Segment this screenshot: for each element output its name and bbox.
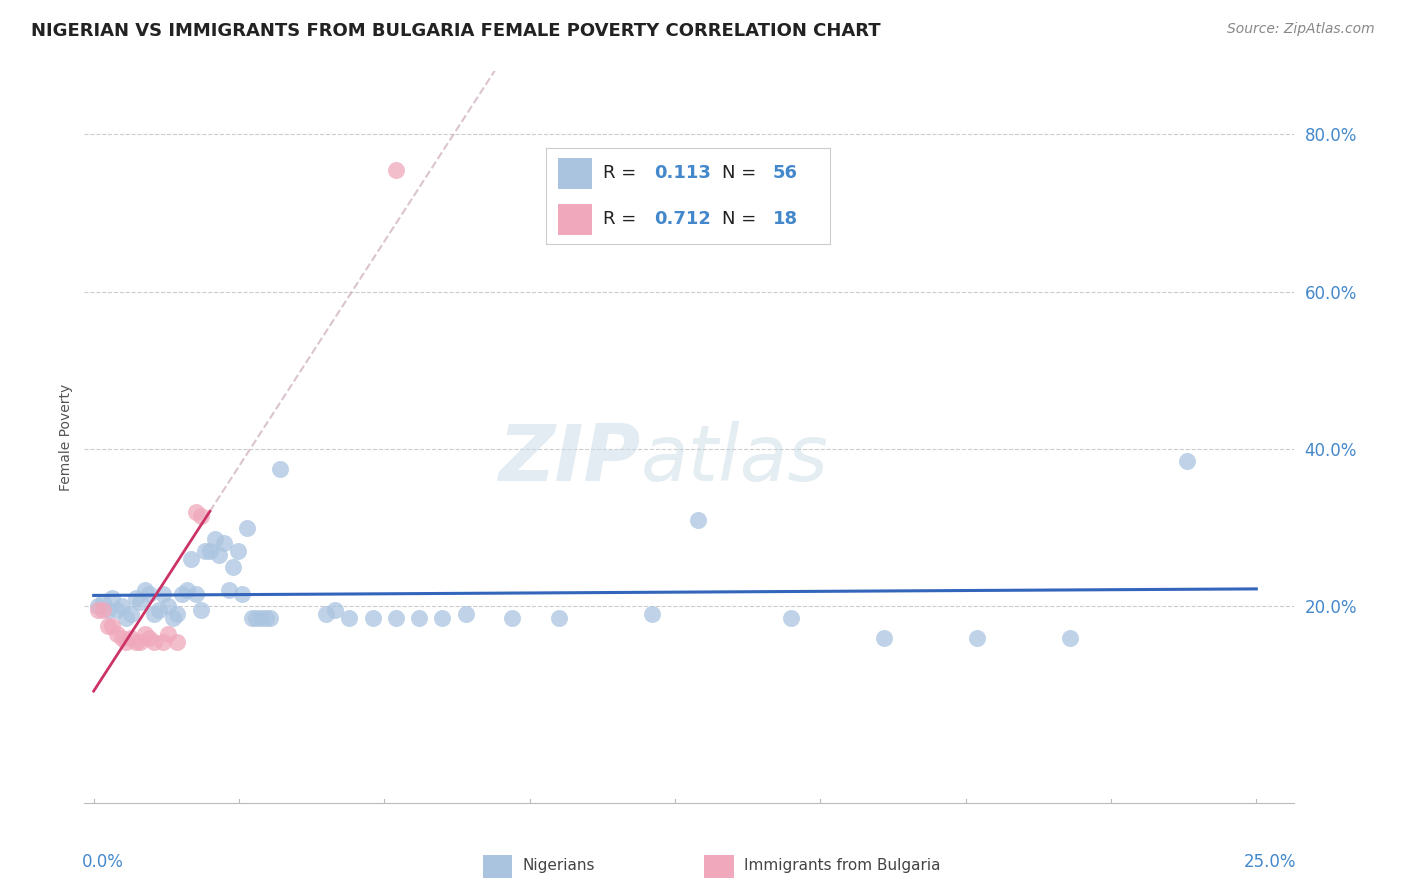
Point xyxy=(143,607,166,621)
Text: NIGERIAN VS IMMIGRANTS FROM BULGARIA FEMALE POVERTY CORRELATION CHART: NIGERIAN VS IMMIGRANTS FROM BULGARIA FEM… xyxy=(31,22,880,40)
Point xyxy=(134,583,156,598)
Text: atlas: atlas xyxy=(641,421,828,497)
Point xyxy=(226,544,249,558)
Point xyxy=(152,634,174,648)
Y-axis label: Female Poverty: Female Poverty xyxy=(59,384,73,491)
Point xyxy=(269,461,291,475)
Point xyxy=(408,611,430,625)
Point xyxy=(688,513,710,527)
Point xyxy=(97,603,120,617)
Point xyxy=(184,587,207,601)
Text: R =: R = xyxy=(603,211,643,228)
Point xyxy=(240,611,263,625)
Point xyxy=(873,631,896,645)
Point xyxy=(166,634,188,648)
Point xyxy=(110,631,132,645)
Point xyxy=(339,611,361,625)
Point xyxy=(162,611,184,625)
Point xyxy=(190,603,212,617)
Point xyxy=(129,634,152,648)
Point xyxy=(454,607,477,621)
Text: 25.0%: 25.0% xyxy=(1243,853,1296,871)
Text: N =: N = xyxy=(721,211,762,228)
Bar xyxy=(558,158,592,188)
Point xyxy=(138,631,160,645)
Point xyxy=(432,611,454,625)
Point xyxy=(97,619,120,633)
Point xyxy=(547,611,569,625)
Text: Nigerians: Nigerians xyxy=(523,858,595,872)
Point xyxy=(124,634,146,648)
Point xyxy=(231,587,253,601)
Bar xyxy=(704,855,734,878)
Text: 18: 18 xyxy=(773,211,799,228)
Text: 0.113: 0.113 xyxy=(654,164,711,182)
Point xyxy=(208,548,231,562)
Point xyxy=(120,631,142,645)
Point xyxy=(129,595,152,609)
Point xyxy=(204,533,226,547)
Point xyxy=(91,595,114,609)
Text: R =: R = xyxy=(603,164,643,182)
Text: 0.712: 0.712 xyxy=(654,211,711,228)
Bar xyxy=(484,855,512,878)
Text: Source: ZipAtlas.com: Source: ZipAtlas.com xyxy=(1227,22,1375,37)
Point xyxy=(1059,631,1081,645)
Point xyxy=(325,603,347,617)
Point xyxy=(87,603,110,617)
Point xyxy=(780,611,803,625)
Point xyxy=(245,611,267,625)
Point xyxy=(198,544,221,558)
Point xyxy=(1175,453,1198,467)
Point xyxy=(218,583,240,598)
Point xyxy=(190,508,212,523)
Point xyxy=(120,607,142,621)
Point xyxy=(143,634,166,648)
Point xyxy=(315,607,337,621)
Point xyxy=(152,587,174,601)
Point xyxy=(184,505,207,519)
Text: N =: N = xyxy=(721,164,762,182)
Point xyxy=(250,611,273,625)
Point xyxy=(148,603,170,617)
Text: ZIP: ZIP xyxy=(498,421,641,497)
Point xyxy=(385,611,408,625)
Point xyxy=(259,611,281,625)
Bar xyxy=(558,204,592,235)
Point xyxy=(115,611,138,625)
Point xyxy=(212,536,235,550)
Point xyxy=(138,587,160,601)
Point xyxy=(157,626,180,640)
Point xyxy=(166,607,188,621)
Point xyxy=(254,611,277,625)
Point xyxy=(170,587,193,601)
Point xyxy=(385,162,408,177)
Point xyxy=(134,626,156,640)
Point xyxy=(966,631,988,645)
Point xyxy=(236,520,259,534)
Text: Immigrants from Bulgaria: Immigrants from Bulgaria xyxy=(744,858,941,872)
Point xyxy=(180,552,202,566)
Point xyxy=(641,607,664,621)
Text: 0.0%: 0.0% xyxy=(82,853,124,871)
Text: 56: 56 xyxy=(773,164,797,182)
Point xyxy=(105,603,128,617)
Point xyxy=(176,583,198,598)
Point xyxy=(91,603,114,617)
Point xyxy=(157,599,180,614)
Point xyxy=(124,591,146,606)
Point xyxy=(110,599,132,614)
Point xyxy=(115,634,138,648)
Point xyxy=(101,619,124,633)
Point xyxy=(105,626,128,640)
Point xyxy=(361,611,384,625)
Point xyxy=(87,599,110,614)
Point xyxy=(194,544,217,558)
Point xyxy=(101,591,124,606)
Point xyxy=(222,559,245,574)
Point xyxy=(501,611,523,625)
